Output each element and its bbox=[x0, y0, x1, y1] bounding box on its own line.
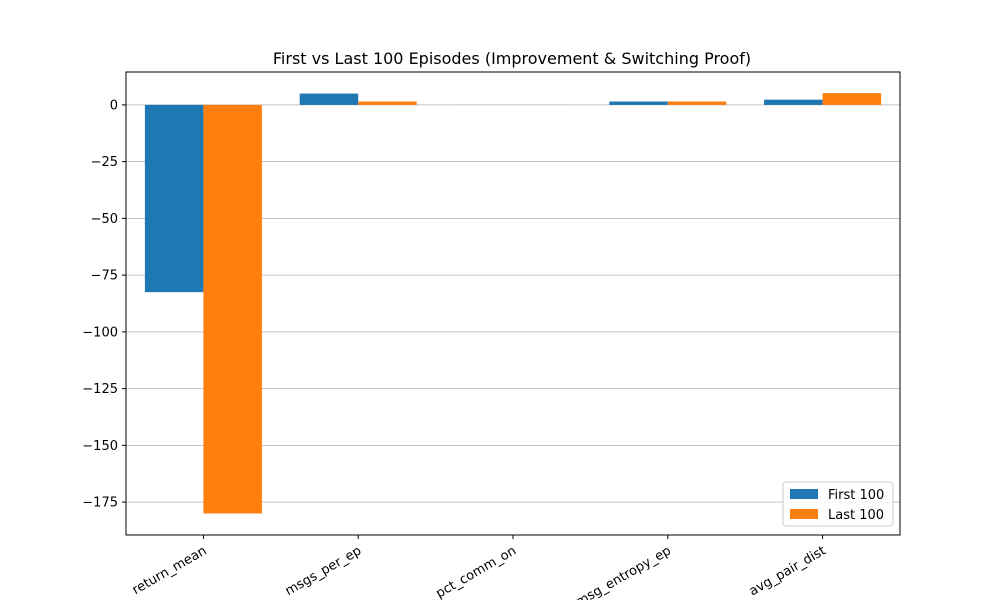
legend-label: Last 100 bbox=[828, 508, 884, 523]
bar-avg_pair_dist-last bbox=[822, 93, 882, 105]
legend-swatch bbox=[790, 489, 818, 499]
x-tick-label: msgs_per_ep bbox=[283, 543, 364, 599]
bar-msg_entropy_ep-first bbox=[609, 101, 668, 105]
bar-msg_entropy_ep-last bbox=[667, 101, 727, 105]
legend: First 100 Last 100 bbox=[782, 481, 894, 527]
y-tick-label: −50 bbox=[91, 212, 118, 227]
bar-msgs_per_ep-last bbox=[358, 101, 417, 105]
y-tick-label: −100 bbox=[82, 325, 118, 340]
y-tick-label: −25 bbox=[91, 155, 118, 170]
x-tick-label: pct_comm_on bbox=[433, 543, 519, 600]
legend-swatch bbox=[790, 509, 818, 519]
y-axis: 0 −25 −50 −75 −100 −125 −150 −175 bbox=[82, 98, 126, 511]
x-tick-label: avg_pair_dist bbox=[747, 543, 829, 599]
x-tick-label: return_mean bbox=[130, 543, 209, 598]
bars bbox=[144, 93, 882, 514]
x-tick-label: msg_entropy_ep bbox=[573, 543, 673, 600]
y-tick-label: −175 bbox=[82, 496, 118, 511]
y-tick-label: −150 bbox=[82, 439, 118, 454]
y-tick-label: −75 bbox=[91, 269, 118, 284]
bar-avg_pair_dist-first bbox=[764, 99, 823, 105]
bar-return_mean-first bbox=[144, 104, 204, 293]
chart-title: First vs Last 100 Episodes (Improvement … bbox=[273, 49, 751, 68]
legend-label: First 100 bbox=[828, 488, 884, 503]
bar-msgs_per_ep-first bbox=[299, 93, 359, 105]
plot-frame bbox=[125, 71, 901, 536]
x-axis: return_mean msgs_per_ep pct_comm_on msg_ent… bbox=[130, 535, 829, 600]
y-tick-label: 0 bbox=[110, 98, 118, 113]
bar-return_mean-last bbox=[203, 104, 262, 514]
y-tick-label: −125 bbox=[82, 382, 118, 397]
